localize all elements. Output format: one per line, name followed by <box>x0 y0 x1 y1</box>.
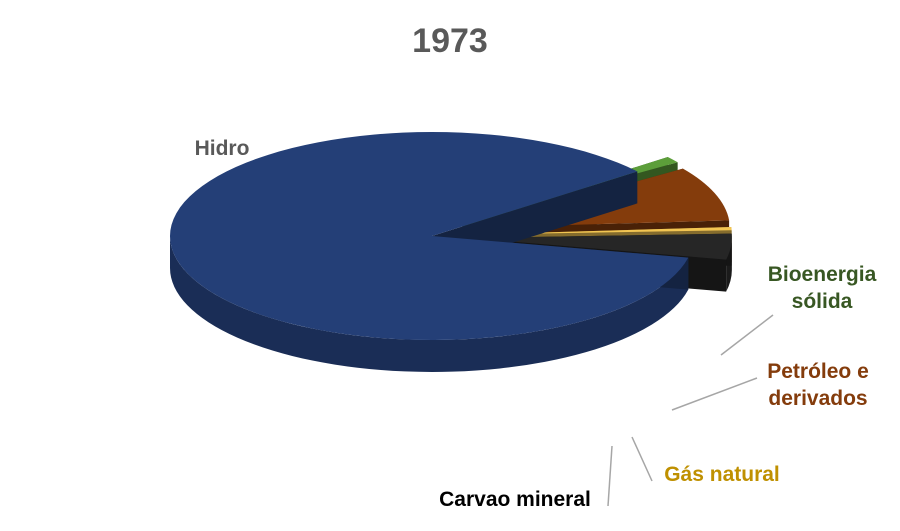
slice-label-petroleo-e-derivados: Petróleo e derivados <box>767 360 869 410</box>
leader-line-carvao-mineral <box>607 445 613 507</box>
leader-line-petroleo-e-derivados <box>671 377 758 411</box>
slice-label-line: sólida <box>792 290 853 313</box>
slice-label-line: Carvao mineral <box>439 488 591 511</box>
slice-label-carvao-mineral: Carvao mineral <box>439 488 591 511</box>
slice-label-line: Petróleo e <box>767 360 869 383</box>
slice-label-line: derivados <box>768 387 867 410</box>
slice-label-line: Hidro <box>195 137 250 160</box>
slice-labels: Hidro Bioenergia sólida Petróleo e derivados… <box>195 137 877 511</box>
slice-top-carvao-mineral <box>469 233 732 260</box>
slice-label-bioenergia-solida: Bioenergia sólida <box>768 263 877 313</box>
leader-line-bioenergia-solida <box>720 314 774 356</box>
slice-label-gas-natural: Gás natural <box>664 463 780 486</box>
leader-line-gas-natural <box>631 436 653 482</box>
slice-hidro <box>170 131 689 372</box>
leader-lines <box>607 314 774 507</box>
slice-label-line: Gás natural <box>664 463 780 486</box>
pie-slices <box>170 131 732 372</box>
chart-title: 1973 <box>412 22 488 60</box>
slice-label-line: Bioenergia <box>768 263 877 286</box>
slice-side-hidro <box>170 236 689 372</box>
slice-label-hidro: Hidro <box>195 137 250 160</box>
slice-top-hidro <box>170 131 689 340</box>
